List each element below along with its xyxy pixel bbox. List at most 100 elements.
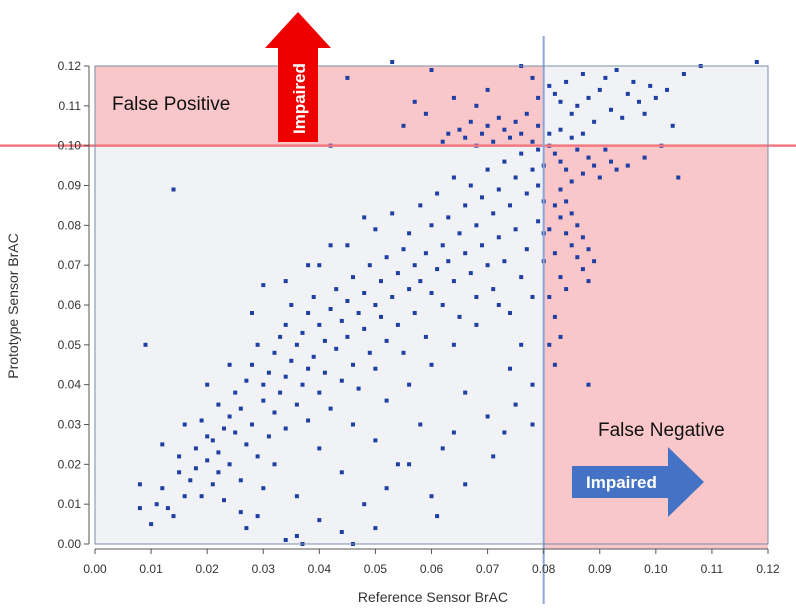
data-point [412,311,417,315]
data-point [485,167,490,172]
data-point [508,203,512,208]
data-point [193,466,198,471]
y-tick-label: 0.07 [58,258,82,272]
data-point [603,75,608,80]
data-point [244,378,249,383]
data-point [496,303,501,307]
data-point [519,342,524,347]
annotations: False Positive False Negative Impaired I… [112,12,725,517]
data-point [137,506,142,511]
data-point [373,526,378,531]
data-point [412,99,417,104]
data-point [367,350,372,355]
x-tick-label: 0.08 [532,562,556,576]
data-point [216,470,221,475]
up-arrow-label: Impaired [290,63,309,134]
data-point [278,390,283,395]
data-point [564,231,569,236]
data-point [580,267,585,272]
data-point [564,167,569,172]
data-point [171,514,176,519]
data-point [373,438,378,443]
data-point [250,362,254,367]
data-point [182,494,187,499]
data-point [457,314,462,319]
data-point [468,271,473,276]
data-point [597,175,602,180]
data-point [558,215,563,220]
data-point [575,103,580,108]
data-point [356,386,361,391]
data-point [261,398,266,403]
data-point [283,322,288,327]
data-point [429,68,434,72]
data-point [255,514,260,519]
data-point [547,227,552,232]
data-point [519,275,524,280]
data-point [233,390,238,395]
data-point [547,83,552,88]
data-point [278,334,283,339]
false-negative-label: False Negative [598,420,725,441]
data-point [530,75,535,80]
data-point [435,267,440,272]
data-point [137,482,142,487]
data-point [306,311,311,315]
y-tick-label: 0.04 [58,378,82,392]
x-tick-label: 0.03 [252,562,276,576]
data-point [592,163,597,168]
data-point [401,350,406,355]
false-positive-label: False Positive [112,94,230,115]
data-point [390,60,395,64]
data-point [480,131,484,136]
data-point [227,362,232,367]
data-point [322,338,327,343]
data-point [362,326,367,331]
data-point [395,322,400,327]
data-point [558,99,563,104]
data-point [317,322,322,327]
y-tick-label: 0.10 [58,139,82,153]
data-point [508,135,512,140]
data-point [384,255,389,260]
data-point [367,263,372,268]
data-point [362,502,367,507]
data-point [395,271,400,276]
data-point [255,342,260,347]
data-point [317,446,322,451]
data-point [681,72,686,76]
data-point [547,295,552,299]
data-point [345,299,350,303]
data-point [294,534,299,538]
data-point [451,342,456,347]
data-point [558,187,563,192]
data-point [345,334,350,339]
data-point [188,478,193,483]
data-point [463,482,468,487]
data-point [423,111,428,116]
data-point [407,382,412,387]
data-point [586,95,591,100]
data-point [171,187,176,192]
data-point [238,510,243,515]
data-point [440,139,445,144]
data-point [351,275,355,280]
data-point [289,303,294,307]
data-point [513,119,518,124]
data-point [216,450,221,455]
data-point [485,414,490,419]
data-point [457,231,462,236]
data-point [356,311,361,315]
data-point [395,462,400,467]
data-point [558,275,563,280]
data-point [463,390,468,395]
data-point [569,111,574,116]
x-tick-label: 0.04 [308,562,332,576]
data-point [238,406,243,411]
data-point [339,470,344,475]
y-tick-label: 0.05 [58,338,82,352]
data-point [334,346,339,351]
data-point [154,502,159,507]
data-point [418,203,423,208]
data-point [564,79,569,84]
